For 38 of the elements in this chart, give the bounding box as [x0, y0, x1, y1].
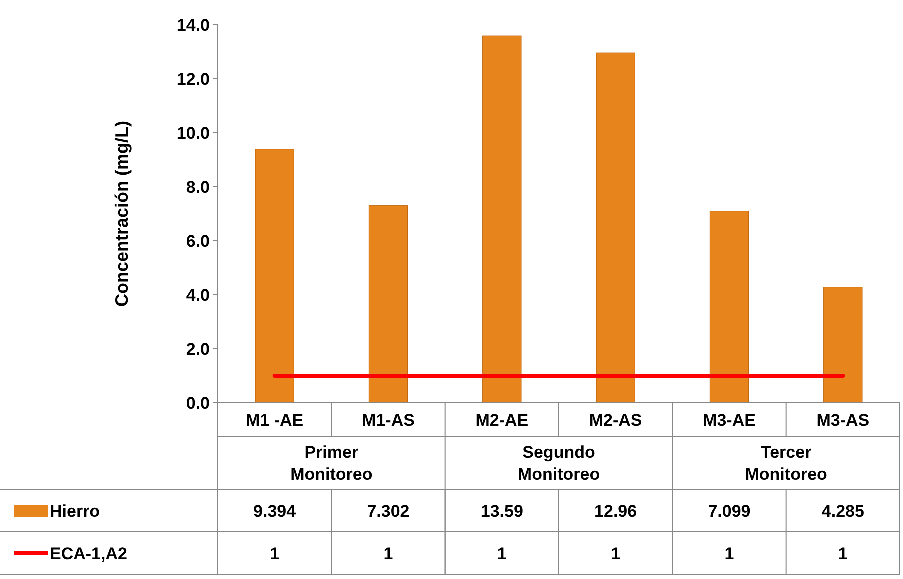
- y-tick-label: 12.0: [176, 70, 210, 89]
- bar: [710, 211, 750, 404]
- data-label: 4.285: [822, 502, 864, 521]
- bar: [482, 36, 522, 404]
- data-label: 1: [497, 544, 507, 564]
- x-tick-label: M3-AS: [816, 410, 870, 430]
- y-tick-label: 14.0: [176, 16, 210, 35]
- bar: [596, 52, 636, 404]
- legend-label: Hierro: [50, 502, 100, 521]
- text: Segundo Monitoreo: [518, 443, 600, 484]
- x-tick-label: M3-AE: [703, 410, 756, 430]
- x-tick-label: M2-AE: [476, 410, 529, 430]
- data-label: 1: [611, 544, 621, 564]
- data-label: 1: [270, 544, 280, 564]
- text: Tercer Monitoreo: [745, 443, 828, 484]
- data-label: 13.59: [480, 502, 524, 521]
- data-label: 12.96: [594, 502, 638, 521]
- bar: [255, 149, 294, 404]
- data-label: 1: [384, 544, 394, 564]
- data-label: 1: [838, 544, 848, 564]
- x-tick-label: M1-AS: [362, 410, 415, 430]
- x-tick-label: M1 -AE: [246, 410, 304, 430]
- x-tick-label: M2-AS: [589, 410, 642, 430]
- y-tick-label: 2.0: [186, 340, 210, 359]
- data-label: 7.302: [367, 502, 410, 521]
- y-tick-label: 10.0: [176, 124, 210, 143]
- data-label: 7.099: [708, 502, 751, 521]
- bar: [368, 206, 408, 404]
- legend-label: ECA-1,A2: [50, 544, 128, 564]
- data-label: 1: [724, 544, 734, 564]
- y-tick-label: 6.0: [186, 232, 210, 251]
- y-tick-label: 4.0: [186, 286, 210, 305]
- text: Primer Monitoreo: [290, 443, 373, 484]
- data-label: 9.394: [254, 502, 297, 521]
- bar: [824, 287, 863, 404]
- y-tick-label: 8.0: [186, 178, 210, 197]
- y-tick-label: 0.0: [186, 394, 210, 413]
- y-axis-title: Concentración (mg/L): [112, 120, 132, 308]
